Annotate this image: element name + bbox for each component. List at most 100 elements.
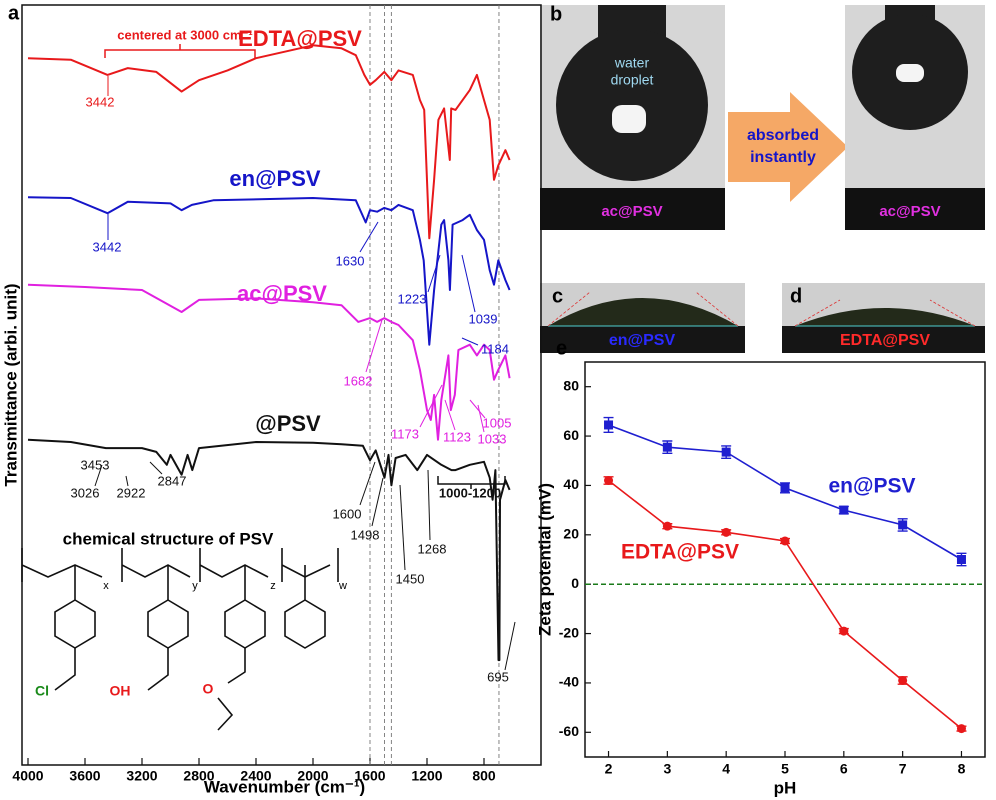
substrate (540, 188, 725, 230)
annotation: 695 (487, 669, 509, 684)
x-axis-label: pH (774, 778, 797, 797)
point (956, 724, 966, 734)
series-label: EDTA@PSV (621, 541, 739, 564)
photo-text: ac@PSV (601, 203, 662, 220)
annotation: 2922 (117, 485, 146, 500)
x-tick-label: 1600 (354, 768, 385, 784)
point (956, 555, 966, 564)
annotation: 3442 (93, 239, 122, 254)
y-tick-label: 60 (563, 427, 579, 443)
droplet (548, 298, 738, 326)
tangent (929, 299, 976, 327)
point (721, 527, 731, 537)
y-tick-label: 40 (563, 476, 579, 492)
photo-text: water (614, 55, 650, 71)
leader-line (427, 254, 441, 293)
annotation: centered at 3000 cm⁻¹ (117, 27, 252, 42)
structure-subscript: x (103, 580, 109, 592)
annotation: 1039 (469, 311, 498, 326)
x-axis-label: Wavenumber (cm⁻¹) (204, 777, 365, 796)
annotation: 1498 (351, 527, 380, 542)
leader-line (149, 461, 163, 475)
series-label: en@PSV (229, 166, 320, 191)
structure-atom: Cl (35, 683, 49, 699)
substrate (782, 326, 985, 353)
spectrum-line (27, 44, 511, 240)
x-tick-label: 8 (958, 761, 966, 777)
tangent (547, 291, 591, 327)
leader-line (359, 461, 376, 506)
x-tick-label: 2400 (240, 768, 271, 784)
leader-line (359, 221, 379, 253)
point (898, 675, 908, 685)
tangent (794, 299, 841, 327)
annotation: 1450 (396, 571, 425, 586)
arrow-text: instantly (750, 149, 816, 166)
annotation: 1630 (336, 253, 365, 268)
leader-line (477, 404, 485, 433)
annotation: 3453 (81, 457, 110, 472)
panel-label: a (8, 2, 20, 24)
spectrum-line (27, 438, 511, 662)
y-tick-label: 80 (563, 377, 579, 393)
droplet (795, 308, 975, 326)
leader-line (365, 319, 383, 373)
structure (21, 548, 339, 731)
point (604, 420, 614, 430)
annotation: 1033 (478, 431, 507, 446)
panel-label: c (552, 285, 563, 307)
plot-frame (21, 4, 542, 766)
point (721, 447, 731, 457)
leader-line (444, 399, 456, 431)
bracket (437, 476, 506, 489)
annotation: 1184 (481, 341, 509, 356)
point (898, 520, 908, 530)
series-label: @PSV (255, 411, 321, 436)
x-tick-label: 7 (899, 761, 907, 777)
photo-b (540, 5, 985, 230)
highlight (896, 64, 924, 82)
substrate (540, 326, 745, 353)
leader-line (371, 477, 384, 527)
x-tick-label: 2800 (183, 768, 214, 784)
annotation: 1682 (344, 373, 373, 388)
leader-line (504, 621, 516, 671)
arrow-text: absorbed (747, 127, 819, 144)
annotation: 1223 (398, 291, 427, 306)
panel-label: e (556, 337, 567, 359)
x-tick-label: 4 (722, 761, 730, 777)
point (662, 442, 672, 452)
photo-d (782, 283, 985, 353)
leader-line (125, 475, 129, 487)
photo-text: droplet (611, 72, 654, 88)
bonds (74, 565, 306, 600)
x-tick-label: 3600 (69, 768, 100, 784)
point (839, 626, 849, 636)
y-tick-label: -60 (559, 723, 579, 739)
x-tick-label: 4000 (12, 768, 43, 784)
series-label: EDTA@PSV (238, 26, 362, 51)
x-tick-label: 800 (472, 768, 496, 784)
leader-line (399, 484, 406, 571)
y-tick-label: 0 (571, 575, 579, 591)
x-tick-label: 2000 (297, 768, 328, 784)
highlight (612, 105, 646, 133)
y-tick-label: -40 (559, 674, 579, 690)
leader-line (469, 399, 486, 419)
point (604, 476, 614, 485)
leader-line (461, 337, 479, 346)
x-tick-label: 3200 (126, 768, 157, 784)
spectrum-line (27, 283, 511, 441)
annotation: 1600 (333, 506, 362, 521)
arrow (728, 92, 848, 202)
x-tick-label: 3 (663, 761, 671, 777)
point (780, 483, 790, 493)
x-tick-label: 5 (781, 761, 789, 777)
series-label: en@PSV (828, 475, 915, 498)
photo-text: EDTA@PSV (840, 332, 930, 349)
annotation: 2847 (158, 473, 187, 488)
annotation: 1000-1200 (439, 485, 501, 500)
annotation: 1268 (418, 541, 447, 556)
structure-subscript: w (338, 580, 347, 592)
